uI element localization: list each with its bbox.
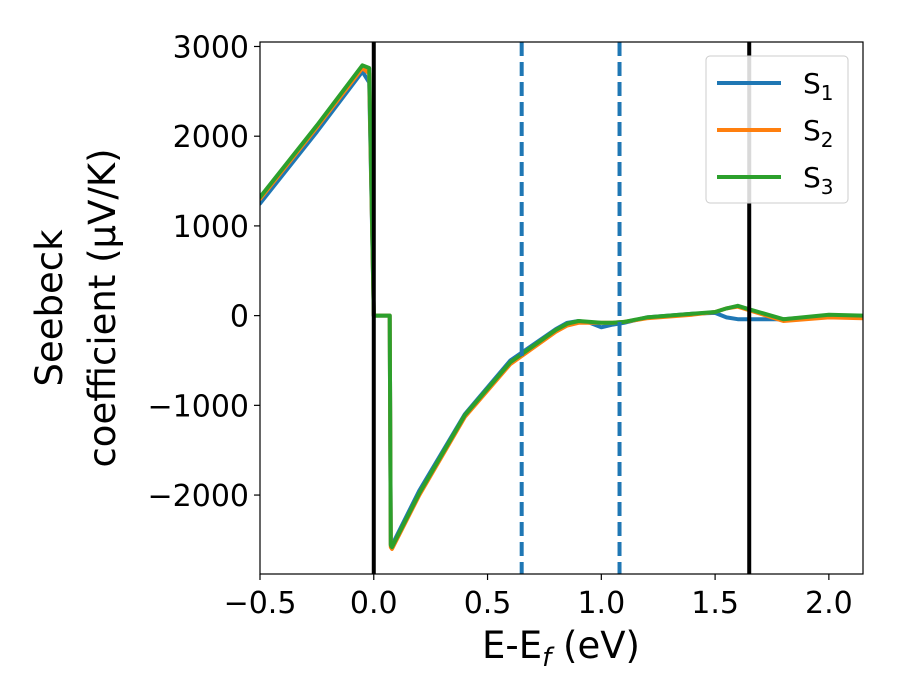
y-tick-label: −1000	[148, 389, 249, 424]
y-tick-label: 3000	[173, 30, 249, 65]
y-axis-title-line-2: coefficient (μV/K)	[81, 148, 124, 467]
x-tick-label: 2.0	[805, 586, 853, 621]
axis-ticks: −0.5 0.0 0.5 1.0 1.5 2.0 3000 2000 1000 0 −1000 −20…	[148, 30, 853, 621]
plot-frame	[259, 41, 864, 575]
x-tick-label: 0.5	[464, 586, 512, 621]
x-tick-label: 1.5	[691, 586, 739, 621]
y-axis-title: Seebeck coefficient (μV/K)	[28, 148, 124, 467]
x-tick-label: −0.5	[224, 586, 297, 621]
reference-lines	[371, 42, 752, 574]
x-tick-label: 1.0	[577, 586, 625, 621]
y-tick-label: 2000	[173, 120, 249, 155]
y-tick-label: 1000	[173, 210, 249, 245]
y-axis-title-line-1: Seebeck	[28, 229, 71, 387]
y-tick-label: 0	[230, 300, 249, 335]
x-tick-label: 0.0	[350, 586, 398, 621]
x-axis-title: E-Ef (eV)	[482, 624, 640, 673]
y-tick-label: −2000	[148, 479, 249, 514]
